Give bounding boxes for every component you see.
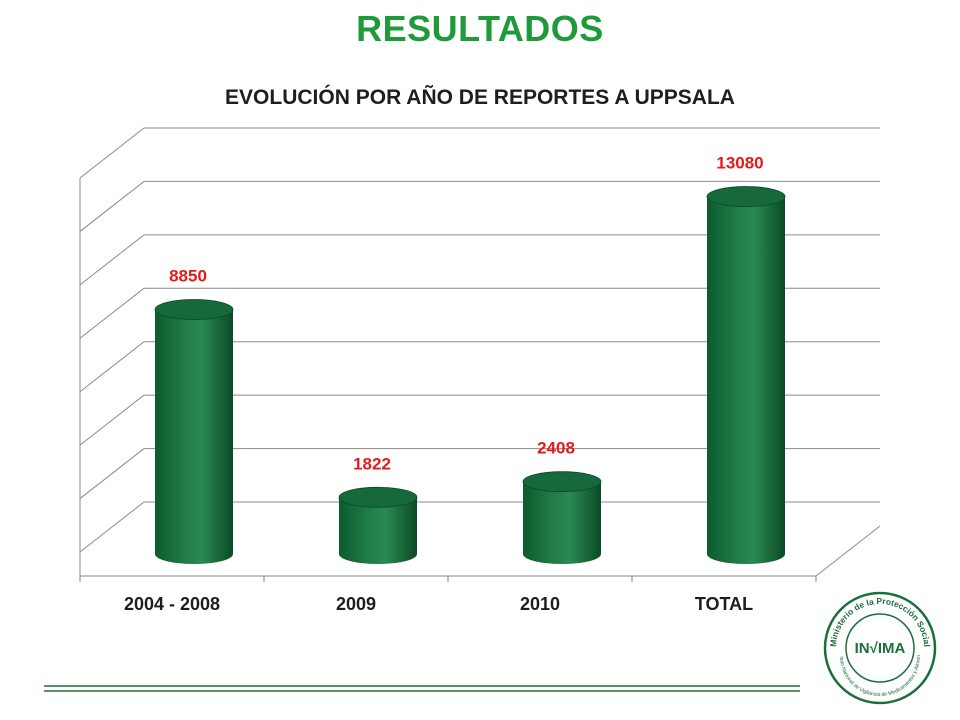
- bar: [339, 497, 417, 564]
- invima-logo: Ministerio de la Protección Social Insti…: [821, 586, 938, 706]
- bar: [155, 309, 233, 564]
- gridline-side: [79, 394, 145, 446]
- gridline-side: [79, 501, 145, 553]
- gridline-side: [79, 181, 145, 232]
- data-label: 2408: [537, 439, 575, 458]
- x-tick-label: 2004 - 2008: [124, 594, 220, 614]
- x-tick-label: 2009: [336, 594, 376, 614]
- bar-top: [154, 299, 234, 320]
- bar-top: [522, 471, 602, 493]
- gridline-side: [79, 448, 145, 499]
- bar-top: [338, 486, 418, 508]
- gridline-side: [79, 234, 145, 286]
- chart-labels: 8850 2004 - 2008 1822 2009 2408 2010 13080 TOTA…: [124, 154, 764, 614]
- footer-divider: [44, 685, 800, 692]
- data-label: 8850: [169, 267, 207, 286]
- chart-title: EVOLUCIÓN POR AÑO DE REPORTES A UPPSALA: [225, 86, 735, 109]
- bar-top: [706, 186, 786, 207]
- chart-bars: [154, 186, 786, 564]
- svg-text:IN√IMA: IN√IMA: [855, 640, 906, 657]
- x-tick-label: TOTAL: [695, 594, 753, 614]
- floor-right-edge: [815, 525, 881, 577]
- chart-axes: [79, 525, 881, 582]
- gridline-side: [79, 341, 145, 393]
- bar: [523, 481, 601, 564]
- data-label: 13080: [716, 154, 763, 173]
- bar: [707, 196, 785, 564]
- gridline-side: [79, 287, 145, 339]
- slide-heading: RESULTADOS: [356, 8, 604, 49]
- x-tick-label: 2010: [520, 594, 560, 614]
- data-label: 1822: [353, 454, 391, 473]
- gridline-side: [79, 127, 145, 179]
